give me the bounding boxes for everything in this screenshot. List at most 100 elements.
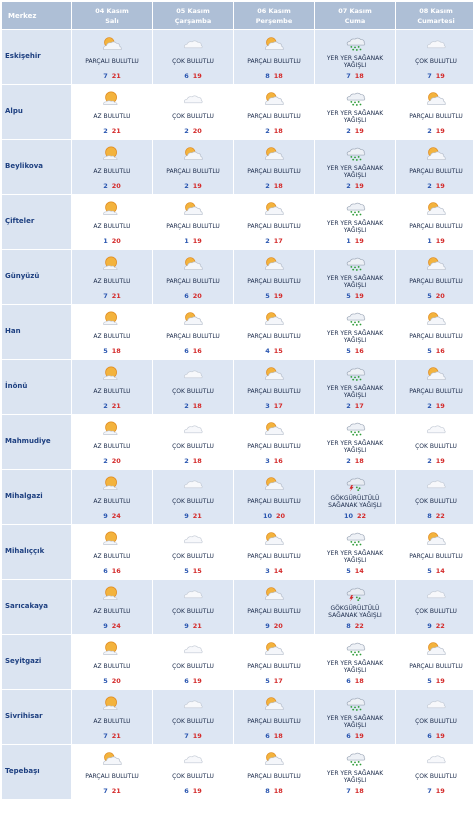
weather-description: ÇOK BULUTLU [415, 608, 457, 615]
max-temperature: 16 [111, 567, 121, 575]
forecast-cell: YER YER SAĞANAK YAĞIŞLI 2 18 [315, 415, 395, 469]
max-temperature: 15 [273, 347, 283, 355]
min-temperature: 8 [346, 622, 351, 630]
weather-description: PARÇALI BULUTLU [85, 58, 139, 65]
temperature-range: 8 18 [234, 72, 314, 80]
city-name[interactable]: Seyitgazi [2, 635, 71, 689]
temperature-range: 5 19 [234, 292, 314, 300]
city-name[interactable]: İnönü [2, 360, 71, 414]
forecast-cell: PARÇALI BULUTLU 2 18 [234, 85, 314, 139]
weather-description: PARÇALI BULUTLU [247, 553, 301, 560]
min-temperature: 1 [427, 237, 432, 245]
weather-description: AZ BULUTLU [93, 223, 131, 230]
forecast-cell: PARÇALI BULUTLU 10 20 [234, 470, 314, 524]
city-name[interactable]: Han [2, 305, 71, 359]
city-name[interactable]: Alpu [2, 85, 71, 139]
city-name[interactable]: Eskişehir [2, 30, 71, 84]
forecast-cell: ÇOK BULUTLU 7 19 [153, 690, 233, 744]
cloudy-icon [182, 640, 204, 658]
forecast-cell: YER YER SAĞANAK YAĞIŞLI 2 19 [315, 85, 395, 139]
temperature-range: 2 18 [234, 182, 314, 190]
max-temperature: 18 [354, 72, 364, 80]
showers-icon [344, 255, 366, 273]
temperature-range: 2 18 [234, 127, 314, 135]
min-temperature: 9 [427, 622, 432, 630]
temperature-range: 3 16 [234, 457, 314, 465]
max-temperature: 20 [276, 512, 286, 520]
weather-description: ÇOK BULUTLU [172, 553, 214, 560]
weather-description: ÇOK BULUTLU [172, 498, 214, 505]
header-date: 05 Kasım [176, 6, 210, 15]
max-temperature: 18 [111, 347, 121, 355]
temperature-range: 7 21 [72, 787, 152, 795]
cloudy-icon [182, 585, 204, 603]
partly-cloudy-icon [425, 530, 447, 548]
cloudy-icon [182, 90, 204, 108]
city-name[interactable]: Sivrihisar [2, 690, 71, 744]
forecast-cell: PARÇALI BULUTLU 2 19 [396, 85, 473, 139]
weather-description: PARÇALI BULUTLU [247, 113, 301, 120]
mostly-sunny-icon [101, 530, 123, 548]
max-temperature: 21 [111, 72, 121, 80]
city-name[interactable]: Tepebaşı [2, 745, 71, 799]
showers-icon [344, 695, 366, 713]
city-name[interactable]: Sarıcakaya [2, 580, 71, 634]
weather-description: PARÇALI BULUTLU [409, 113, 463, 120]
forecast-table-wrapper: Merkez 04 Kasım Salı 05 Kasım Çarşamba 06 … [1, 1, 473, 800]
temperature-range: 5 15 [153, 567, 233, 575]
min-temperature: 5 [346, 567, 351, 575]
max-temperature: 19 [354, 237, 364, 245]
max-temperature: 21 [192, 622, 202, 630]
city-name[interactable]: Mihalıççık [2, 525, 71, 579]
city-name[interactable]: Çifteler [2, 195, 71, 249]
forecast-cell: AZ BULUTLU 7 21 [72, 690, 152, 744]
weather-description: PARÇALI BULUTLU [166, 278, 220, 285]
city-name[interactable]: Günyüzü [2, 250, 71, 304]
cloudy-icon [425, 695, 447, 713]
min-temperature: 9 [265, 622, 270, 630]
city-name[interactable]: Mahmudiye [2, 415, 71, 469]
temperature-range: 2 19 [396, 402, 473, 410]
partly-cloudy-icon [263, 475, 285, 493]
forecast-row: Sivrihisar AZ BULUTLU 7 21 ÇOK BULUTLU 7 19 PAR… [2, 690, 473, 744]
max-temperature: 17 [273, 677, 283, 685]
weather-description: AZ BULUTLU [93, 498, 131, 505]
header-date: 04 Kasım [95, 6, 129, 15]
min-temperature: 2 [265, 237, 270, 245]
weather-description: ÇOK BULUTLU [415, 773, 457, 780]
temperature-range: 2 19 [396, 182, 473, 190]
city-name[interactable]: Beylikova [2, 140, 71, 194]
cloudy-icon [425, 750, 447, 768]
weather-description: ÇOK BULUTLU [172, 608, 214, 615]
temperature-range: 5 20 [396, 292, 473, 300]
min-temperature: 2 [346, 457, 351, 465]
thunderstorm-icon [344, 585, 366, 603]
forecast-cell: ÇOK BULUTLU 7 19 [396, 745, 473, 799]
forecast-row: Mihalgazi AZ BULUTLU 9 24 ÇOK BULUTLU 9 21 PARÇ… [2, 470, 473, 524]
weather-description: ÇOK BULUTLU [172, 58, 214, 65]
temperature-range: 5 17 [234, 677, 314, 685]
mostly-sunny-icon [101, 310, 123, 328]
temperature-range: 2 20 [153, 127, 233, 135]
temperature-range: 6 19 [153, 787, 233, 795]
forecast-cell: AZ BULUTLU 5 20 [72, 635, 152, 689]
weather-description: ÇOK BULUTLU [415, 498, 457, 505]
min-temperature: 6 [346, 732, 351, 740]
partly-cloudy-icon [263, 695, 285, 713]
temperature-range: 2 21 [72, 402, 152, 410]
cloudy-icon [182, 530, 204, 548]
mostly-sunny-icon [101, 90, 123, 108]
min-temperature: 7 [103, 292, 108, 300]
temperature-range: 4 15 [234, 347, 314, 355]
forecast-cell: YER YER SAĞANAK YAĞIŞLI 7 18 [315, 745, 395, 799]
forecast-cell: AZ BULUTLU 2 21 [72, 360, 152, 414]
cloudy-icon [182, 750, 204, 768]
max-temperature: 17 [273, 402, 283, 410]
forecast-cell: PARÇALI BULUTLU 2 19 [153, 140, 233, 194]
temperature-range: 10 22 [315, 512, 395, 520]
city-name[interactable]: Mihalgazi [2, 470, 71, 524]
min-temperature: 6 [427, 732, 432, 740]
showers-icon [344, 145, 366, 163]
weather-description: PARÇALI BULUTLU [166, 168, 220, 175]
partly-cloudy-icon [425, 90, 447, 108]
